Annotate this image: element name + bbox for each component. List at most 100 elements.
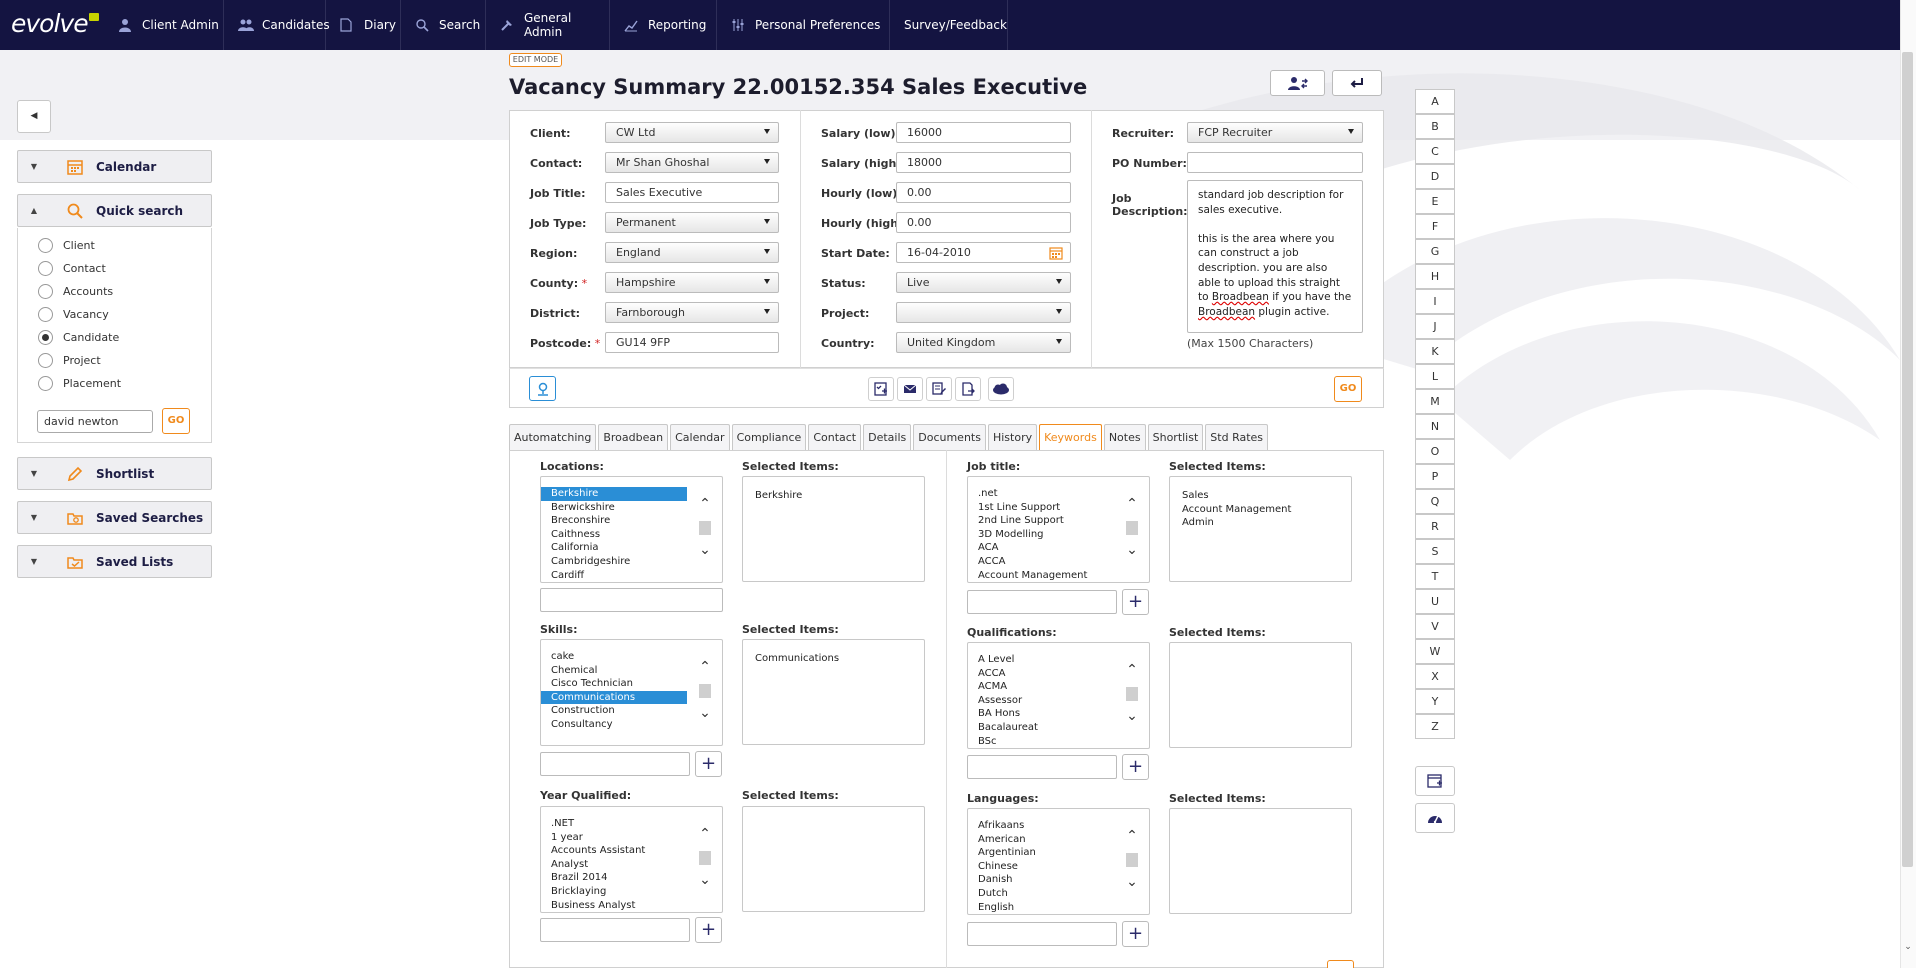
keywords-save-button[interactable] (1327, 960, 1354, 968)
listbox-scroll-thumb[interactable] (699, 521, 711, 535)
selected-item[interactable]: Sales (1182, 490, 1209, 501)
listbox-option[interactable]: cake (551, 651, 575, 662)
chevron-up-icon[interactable]: ⌃ (699, 659, 711, 675)
alpha-filter-p[interactable]: P (1415, 464, 1455, 489)
languages-new-input[interactable] (967, 922, 1117, 946)
listbox-option[interactable]: ACCA (978, 667, 1006, 679)
nav-reporting[interactable]: Reporting (610, 0, 717, 50)
back-button[interactable] (1332, 70, 1382, 96)
qualifications-add-button[interactable]: + (1122, 754, 1149, 780)
salary-low-input[interactable]: 16000 (896, 122, 1071, 143)
calendar-icon[interactable] (1049, 246, 1063, 260)
skills-add-button[interactable]: + (695, 751, 722, 777)
listbox-scroll-thumb[interactable] (1126, 521, 1138, 535)
client-select[interactable]: CW Ltd (605, 122, 779, 143)
alpha-filter-h[interactable]: H (1415, 264, 1455, 289)
alpha-filter-s[interactable]: S (1415, 539, 1455, 564)
alpha-filter-l[interactable]: L (1415, 364, 1455, 389)
radio-button[interactable] (38, 353, 53, 368)
hourly-high-input[interactable]: 0.00 (896, 212, 1071, 233)
locations-listbox[interactable]: Berkshire Berwickshire Breconshire Caithnes… (540, 476, 723, 583)
listbox-scrollbar[interactable]: ⌃ ⌄ (698, 825, 712, 895)
saved-lists-panel-header[interactable]: ▼ Saved Lists (17, 545, 212, 578)
shortlist-panel-header[interactable]: ▼ Shortlist (17, 457, 212, 490)
listbox-option[interactable]: .net (978, 488, 998, 499)
radio-button[interactable] (38, 238, 53, 253)
po-number-input[interactable] (1187, 152, 1363, 173)
listbox-option[interactable]: Breconshire (551, 515, 611, 527)
alpha-filter-e[interactable]: E (1415, 189, 1455, 214)
email-button[interactable] (897, 377, 923, 401)
start-date-input[interactable]: 16-04-2010 (896, 242, 1071, 263)
job-description-textarea[interactable]: standard job description for sales execu… (1187, 180, 1363, 333)
radio-accounts[interactable]: Accounts (38, 284, 113, 299)
form-go-button[interactable]: GO (1334, 376, 1362, 402)
listbox-option[interactable]: 3D Modelling (978, 528, 1044, 540)
alpha-filter-g[interactable]: G (1415, 239, 1455, 264)
listbox-option[interactable]: Danish (978, 874, 1013, 886)
radio-button[interactable] (38, 330, 53, 345)
skills-listbox[interactable]: cake Chemical Cisco Technician Communicatio… (540, 639, 723, 746)
job-title-add-button[interactable]: + (1122, 589, 1149, 615)
region-select[interactable]: England (605, 242, 779, 263)
tab-broadbean[interactable]: Broadbean (598, 424, 669, 450)
qualifications-selected-items[interactable] (1169, 642, 1352, 748)
tab-contact[interactable]: Contact (808, 424, 862, 450)
listbox-option[interactable]: Dutch (978, 887, 1008, 899)
chevron-up-icon[interactable]: ⌃ (699, 826, 711, 842)
listbox-option[interactable]: .NET (551, 818, 575, 829)
tab-compliance[interactable]: Compliance (731, 424, 807, 450)
listbox-option[interactable]: Berwickshire (551, 501, 615, 513)
nav-candidates[interactable]: Candidates (224, 0, 330, 50)
radio-client[interactable]: Client (38, 238, 95, 253)
chevron-down-icon[interactable]: ⌄ (1126, 874, 1138, 890)
year-qualified-add-button[interactable]: + (695, 917, 722, 943)
listbox-scrollbar[interactable]: ⌃ ⌄ (698, 658, 712, 728)
listbox-option[interactable]: Analyst (551, 858, 589, 870)
chevron-down-icon[interactable]: ⌄ (699, 705, 711, 721)
alpha-filter-z[interactable]: Z (1415, 714, 1455, 739)
salary-high-input[interactable]: 18000 (896, 152, 1071, 173)
radio-button[interactable] (38, 376, 53, 391)
listbox-option[interactable]: 1 year (551, 831, 583, 843)
document-arrow-button[interactable] (955, 377, 981, 401)
skills-selected-items[interactable]: Communications (742, 639, 925, 745)
radio-contact[interactable]: Contact (38, 261, 106, 276)
skills-new-input[interactable] (540, 752, 690, 776)
job-title-new-input[interactable] (967, 590, 1117, 614)
tab-calendar[interactable]: Calendar (670, 424, 730, 450)
job-title-input[interactable]: Sales Executive (605, 182, 779, 203)
edit-document-button[interactable] (926, 377, 952, 401)
tab-documents[interactable]: Documents (913, 424, 986, 450)
alpha-filter-o[interactable]: O (1415, 439, 1455, 464)
tab-details[interactable]: Details (863, 424, 912, 450)
radio-project[interactable]: Project (38, 353, 101, 368)
alpha-filter-i[interactable]: I (1415, 289, 1455, 314)
add-calendar-button[interactable] (1415, 766, 1455, 796)
listbox-option[interactable]: ACMA (978, 681, 1008, 693)
quick-search-go-button[interactable]: GO (162, 408, 190, 434)
year-qualified-listbox[interactable]: .NET 1 year Accounts Assistant Analyst Brazi… (540, 806, 723, 913)
nav-client-admin[interactable]: Client Admin (104, 0, 224, 50)
dashboard-button[interactable] (1415, 803, 1455, 833)
hourly-low-input[interactable]: 0.00 (896, 182, 1071, 203)
selected-item[interactable]: Communications (755, 653, 840, 664)
alpha-filter-v[interactable]: V (1415, 614, 1455, 639)
chevron-down-icon[interactable]: ⌄ (1126, 542, 1138, 558)
selected-item[interactable]: Account Management (1182, 503, 1292, 515)
listbox-option[interactable]: BA Hons (978, 708, 1021, 720)
chevron-down-icon[interactable]: ⌄ (1126, 708, 1138, 724)
alpha-filter-k[interactable]: K (1415, 339, 1455, 364)
nav-general-admin[interactable]: General Admin (486, 0, 610, 50)
quick-search-input[interactable] (37, 410, 153, 433)
listbox-option[interactable]: Assessor (978, 694, 1023, 706)
listbox-option[interactable]: Bacalaureat (978, 721, 1038, 733)
listbox-option[interactable]: 2nd Line Support (978, 515, 1064, 527)
listbox-scroll-thumb[interactable] (1126, 687, 1138, 701)
radio-button[interactable] (38, 261, 53, 276)
listbox-scrollbar[interactable]: ⌃ ⌄ (1125, 827, 1139, 897)
alpha-filter-u[interactable]: U (1415, 589, 1455, 614)
quick-search-panel-header[interactable]: ▲ Quick search (17, 194, 212, 227)
alpha-filter-t[interactable]: T (1415, 564, 1455, 589)
job-title-listbox[interactable]: .net 1st Line Support 2nd Line Support 3D M… (967, 476, 1150, 583)
